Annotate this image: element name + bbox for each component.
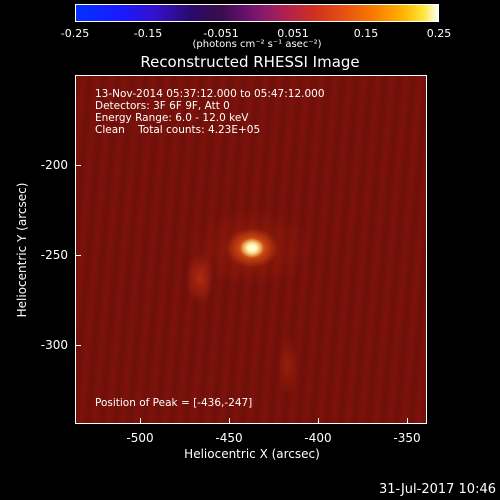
x-tick-label: -400 — [304, 431, 332, 445]
x-tick-mark — [229, 418, 230, 424]
info-detectors: Detectors: 3F 6F 9F, Att 0 — [95, 100, 230, 112]
colorbar-tick-label: 0.25 — [426, 27, 452, 40]
y-tick-label: -200 — [40, 158, 68, 172]
info-clean-counts: Clean Total counts: 4.23E+05 — [95, 124, 261, 136]
y-tick-mark — [75, 345, 81, 346]
colorbar-tick-label: -0.15 — [133, 27, 163, 40]
info-energy-range: Energy Range: 6.0 - 12.0 keV — [95, 112, 249, 124]
y-axis-label: Heliocentric Y (arcsec) — [15, 182, 29, 318]
y-tick-label: -300 — [40, 338, 68, 352]
colorbar — [75, 4, 439, 22]
x-tick-mark — [140, 418, 141, 424]
info-time-range: 13-Nov-2014 05:37:12.000 to 05:47:12.000 — [95, 88, 325, 100]
rhessi-image-plot — [75, 75, 427, 424]
x-tick-mark — [318, 418, 319, 424]
colorbar-tick-label: -0.25 — [60, 27, 90, 40]
x-tick-label: -450 — [215, 431, 243, 445]
y-tick-mark — [75, 165, 81, 166]
colorbar-units: (photons cm⁻² s⁻¹ asec⁻²) — [192, 39, 322, 50]
colorbar-tick-label: 0.051 — [277, 27, 309, 40]
x-tick-label: -350 — [393, 431, 421, 445]
colorbar-tick-label: 0.15 — [353, 27, 379, 40]
y-tick-mark — [75, 255, 81, 256]
info-peak-position: Position of Peak = [-436,-247] — [95, 397, 253, 409]
x-tick-mark — [407, 418, 408, 424]
image-title: Reconstructed RHESSI Image — [140, 53, 360, 71]
timestamp: 31-Jul-2017 10:46 — [378, 482, 496, 497]
x-axis-label: Heliocentric X (arcsec) — [184, 447, 320, 461]
colorbar-tick-label: -0.051 — [203, 27, 239, 40]
x-tick-label: -500 — [126, 431, 154, 445]
y-tick-label: -250 — [40, 248, 68, 262]
